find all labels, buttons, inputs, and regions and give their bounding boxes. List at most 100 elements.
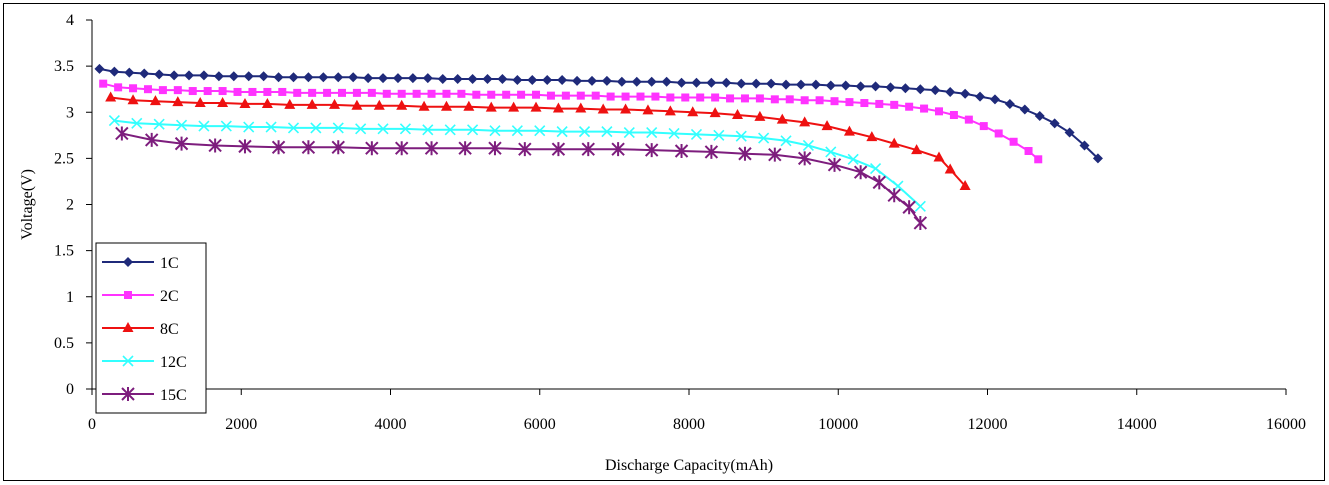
data-point [636, 92, 645, 101]
data-point [758, 132, 770, 144]
data-point [642, 104, 654, 115]
legend-item: 15C [102, 387, 187, 404]
data-point [173, 86, 182, 95]
data-point [208, 138, 222, 153]
series-2c [99, 79, 1043, 164]
y-tick-label: 1 [66, 289, 74, 306]
data-point [497, 74, 508, 85]
data-point [674, 143, 689, 158]
data-point [905, 102, 914, 111]
data-point [382, 89, 391, 98]
data-point [785, 95, 794, 104]
data-point [99, 79, 108, 88]
data-point [1004, 98, 1015, 109]
series-15c [115, 126, 928, 230]
data-point [323, 88, 332, 97]
legend-label: 8C [160, 321, 179, 338]
data-point [143, 85, 152, 94]
data-point [124, 67, 135, 78]
data-point [934, 107, 943, 116]
data-point [394, 141, 409, 156]
data-point [508, 101, 520, 112]
legend-marker [124, 291, 132, 299]
data-point [979, 122, 988, 131]
x-tick-label: 4000 [375, 416, 407, 433]
data-point [114, 83, 123, 92]
series-layer [94, 63, 1103, 230]
data-point [228, 71, 239, 82]
data-point [352, 88, 361, 97]
data-point [591, 91, 600, 100]
data-point [872, 175, 887, 190]
data-point [738, 146, 752, 161]
data-point [131, 117, 143, 129]
data-point [318, 72, 329, 83]
data-point [1064, 127, 1075, 138]
data-point [174, 136, 189, 151]
data-point [139, 68, 150, 79]
data-point [885, 82, 896, 93]
data-point [452, 74, 463, 85]
data-point [306, 98, 318, 109]
data-point [287, 122, 300, 134]
data-point [687, 106, 699, 117]
data-point [485, 101, 497, 112]
data-point [945, 86, 956, 97]
data-point [457, 89, 466, 98]
data-point [169, 70, 180, 81]
data-point [427, 89, 436, 98]
data-point [646, 76, 657, 87]
data-point [735, 130, 747, 142]
data-point [644, 143, 659, 158]
data-point [1009, 137, 1018, 146]
data-point [310, 122, 322, 134]
data-point [994, 129, 1003, 138]
x-tick-label: 8000 [673, 416, 705, 433]
data-point [597, 103, 609, 114]
data-point [781, 79, 792, 90]
data-point [412, 89, 421, 98]
data-point [780, 135, 792, 147]
data-point [866, 131, 878, 142]
data-point [261, 97, 273, 108]
data-point [422, 73, 433, 84]
y-tick-label: 0 [66, 381, 74, 398]
data-point [463, 100, 475, 111]
data-point [960, 88, 971, 99]
data-point [518, 142, 532, 157]
data-point [1049, 118, 1060, 129]
data-point [949, 111, 958, 120]
x-tick-label: 6000 [524, 416, 556, 433]
data-point [825, 146, 837, 158]
data-point [676, 77, 687, 88]
data-point [770, 95, 779, 104]
data-point [337, 88, 346, 97]
data-point [175, 119, 188, 131]
legend-item: 12C [102, 354, 187, 371]
data-point [552, 102, 564, 113]
data-point [768, 147, 782, 162]
data-point [664, 105, 676, 116]
data-point [355, 123, 367, 135]
data-point [527, 74, 538, 85]
data-point [821, 120, 833, 131]
data-point [172, 96, 184, 107]
data-point [367, 88, 376, 97]
data-point [989, 94, 1000, 105]
data-point [243, 71, 254, 82]
legend: 1C 2C 8C 12C 15C [95, 242, 207, 414]
data-point [422, 124, 434, 136]
data-point [913, 215, 928, 230]
data-point [511, 125, 523, 137]
legend-label: 2C [160, 288, 179, 305]
data-point [668, 127, 680, 140]
data-point [827, 157, 842, 172]
data-point [442, 89, 451, 98]
data-point [365, 141, 379, 156]
data-point [933, 151, 945, 162]
data-point [830, 97, 839, 106]
legend-marker [122, 355, 134, 367]
data-point [488, 141, 502, 156]
data-point [651, 92, 660, 101]
